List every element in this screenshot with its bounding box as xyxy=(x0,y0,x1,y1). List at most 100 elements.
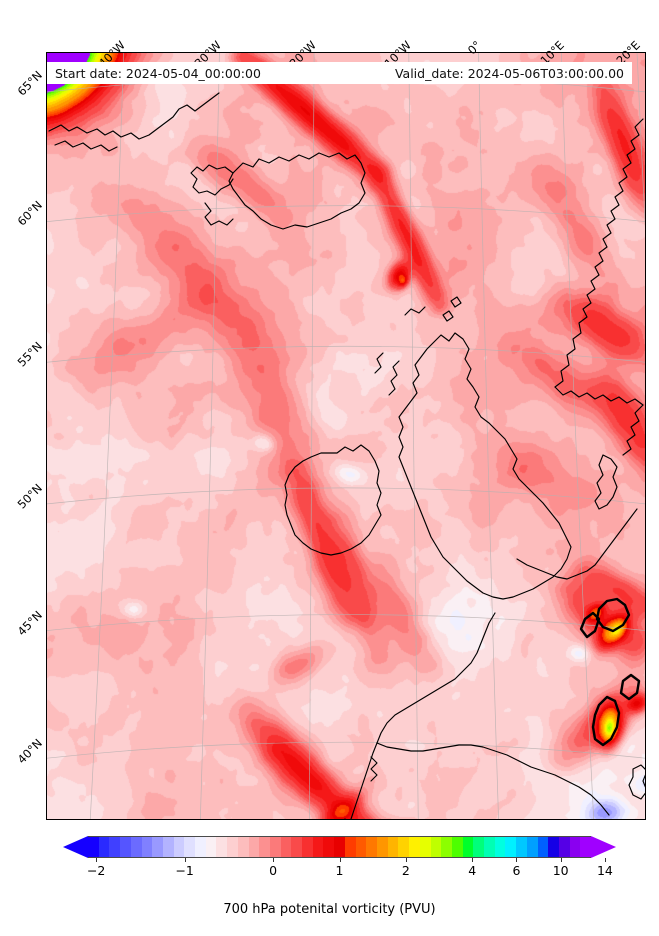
coastline-segment-0 xyxy=(48,92,220,140)
lat-tick-2: 55°N xyxy=(14,339,45,370)
colorbar-segment-16 xyxy=(259,837,270,857)
coastline-segment-22 xyxy=(628,764,645,800)
colorbar-segment-13 xyxy=(227,837,238,857)
colorbar-segment-27 xyxy=(376,837,388,857)
coastline-segment-17 xyxy=(376,612,496,744)
colorbar-segment-6 xyxy=(152,837,163,857)
colorbar-segment-10 xyxy=(195,837,206,857)
coastline-segment-24 xyxy=(595,597,631,633)
coastline-segment-6 xyxy=(554,386,644,406)
colorbar-segment-28 xyxy=(387,837,399,857)
coastline-segment-25 xyxy=(579,611,601,639)
colorbar-segment-44 xyxy=(558,837,570,857)
colorbar-segment-23 xyxy=(334,837,345,857)
lat-tick-3: 50°N xyxy=(14,481,45,512)
colorbar-segment-14 xyxy=(237,837,249,857)
coastline-segment-1 xyxy=(54,140,118,152)
colorbar-segment-41 xyxy=(526,837,538,857)
colorbar-ticklabel-5: 4 xyxy=(468,863,477,878)
lat-tick-0: 65°N xyxy=(14,68,45,99)
colorbar-extend-max-arrow xyxy=(591,836,616,858)
colorbar-segment-31 xyxy=(419,837,431,857)
coastlines-overlay xyxy=(48,92,645,819)
coastline-segment-21 xyxy=(518,760,610,816)
colorbar-segment-5 xyxy=(141,837,153,857)
colorbar-segment-38 xyxy=(494,837,506,857)
coastline-segment-19 xyxy=(344,742,378,819)
colorbar-segment-46 xyxy=(580,837,592,857)
coastline-segment-2 xyxy=(228,152,366,230)
colorbar-segments xyxy=(88,836,592,858)
coastline-segment-5 xyxy=(554,118,644,388)
coastline-segment-16 xyxy=(516,508,638,580)
coastline-segment-11 xyxy=(374,352,384,374)
colorbar-segment-18 xyxy=(280,837,292,857)
colorbar-segment-1 xyxy=(98,837,110,857)
lat-tick-4: 45°N xyxy=(14,608,45,639)
colorbar-tickmark-4 xyxy=(405,858,407,862)
lat-tick-1: 60°N xyxy=(14,198,45,229)
colorbar-ticklabel-3: 1 xyxy=(335,863,344,878)
colorbar-tickmark-0 xyxy=(96,858,98,862)
colorbar-segment-39 xyxy=(505,837,517,857)
coastline-segment-8 xyxy=(594,454,618,510)
colorbar-ticklabel-8: 14 xyxy=(596,863,613,878)
coastline-segment-15 xyxy=(284,444,382,556)
colorbar-segment-11 xyxy=(205,837,217,857)
colorbar-ticklabel-1: −1 xyxy=(175,863,194,878)
colorbar-segment-43 xyxy=(548,837,559,857)
coastline-segment-4 xyxy=(204,202,234,226)
colorbar-tickmark-6 xyxy=(516,858,518,862)
colorbar-extend-min-arrow xyxy=(63,836,88,858)
start-date-label: Start date: 2024-05-04_00:00:00 xyxy=(55,65,261,81)
colorbar-title: 700 hPa potenital vorticity (PVU) xyxy=(223,902,436,917)
colorbar-segment-35 xyxy=(462,837,474,857)
colorbar-segment-12 xyxy=(216,837,228,857)
colorbar-tickmark-8 xyxy=(604,858,606,862)
colorbar-segment-45 xyxy=(569,837,581,857)
colorbar-segment-3 xyxy=(120,837,131,857)
colorbar-segment-29 xyxy=(398,837,410,857)
colorbar-segment-25 xyxy=(355,837,367,857)
coastline-segment-12 xyxy=(404,306,426,316)
lat-tick-5: 40°N xyxy=(14,736,45,767)
coastline-segment-10 xyxy=(388,360,400,396)
colorbar-ticklabel-7: 10 xyxy=(552,863,569,878)
colorbar-segment-21 xyxy=(312,837,324,857)
colorbar-segment-34 xyxy=(451,837,463,857)
colorbar-tickmark-1 xyxy=(184,858,186,862)
coastline-segment-3 xyxy=(190,164,234,196)
colorbar-segment-37 xyxy=(484,837,495,857)
colorbar-tickmark-2 xyxy=(273,858,275,862)
colorbar-segment-30 xyxy=(409,837,420,857)
colorbar-ticklabel-2: 0 xyxy=(269,863,278,878)
coastline-segment-7 xyxy=(622,404,644,456)
colorbar-tickmark-5 xyxy=(472,858,474,862)
colorbar-ticklabel-0: −2 xyxy=(86,863,106,878)
colorbar-segment-32 xyxy=(430,837,442,857)
colorbar-segment-20 xyxy=(302,837,313,857)
colorbar-segment-8 xyxy=(173,837,185,857)
map-axes[interactable] xyxy=(46,52,646,820)
colorbar-segment-42 xyxy=(537,837,549,857)
colorbar-ticklabel-4: 2 xyxy=(401,863,410,878)
coastline-segment-26 xyxy=(591,695,621,747)
colorbar-segment-2 xyxy=(109,837,121,857)
colorbar-segment-15 xyxy=(248,837,260,857)
colorbar-tick-labels: −2 −1 0 1 2 4 6 10 14 xyxy=(63,858,616,878)
coastline-segment-20 xyxy=(370,756,378,782)
colorbar-segment-9 xyxy=(184,837,196,857)
colorbar-segment-4 xyxy=(130,837,142,857)
coastline-segment-13 xyxy=(450,296,462,308)
colorbar-segment-40 xyxy=(516,837,527,857)
coastline-segment-9 xyxy=(398,332,572,600)
colorbar-tickmark-7 xyxy=(560,858,562,862)
colorbar-segment-26 xyxy=(366,837,377,857)
colorbar-segment-22 xyxy=(323,837,335,857)
colorbar-segment-36 xyxy=(473,837,485,857)
coastline-segment-27 xyxy=(619,673,641,701)
colorbar[interactable] xyxy=(63,836,616,858)
colorbar-segment-7 xyxy=(162,837,174,857)
graticule-overlay xyxy=(47,53,645,819)
